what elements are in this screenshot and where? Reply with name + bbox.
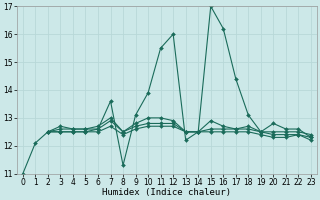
- X-axis label: Humidex (Indice chaleur): Humidex (Indice chaleur): [102, 188, 231, 197]
